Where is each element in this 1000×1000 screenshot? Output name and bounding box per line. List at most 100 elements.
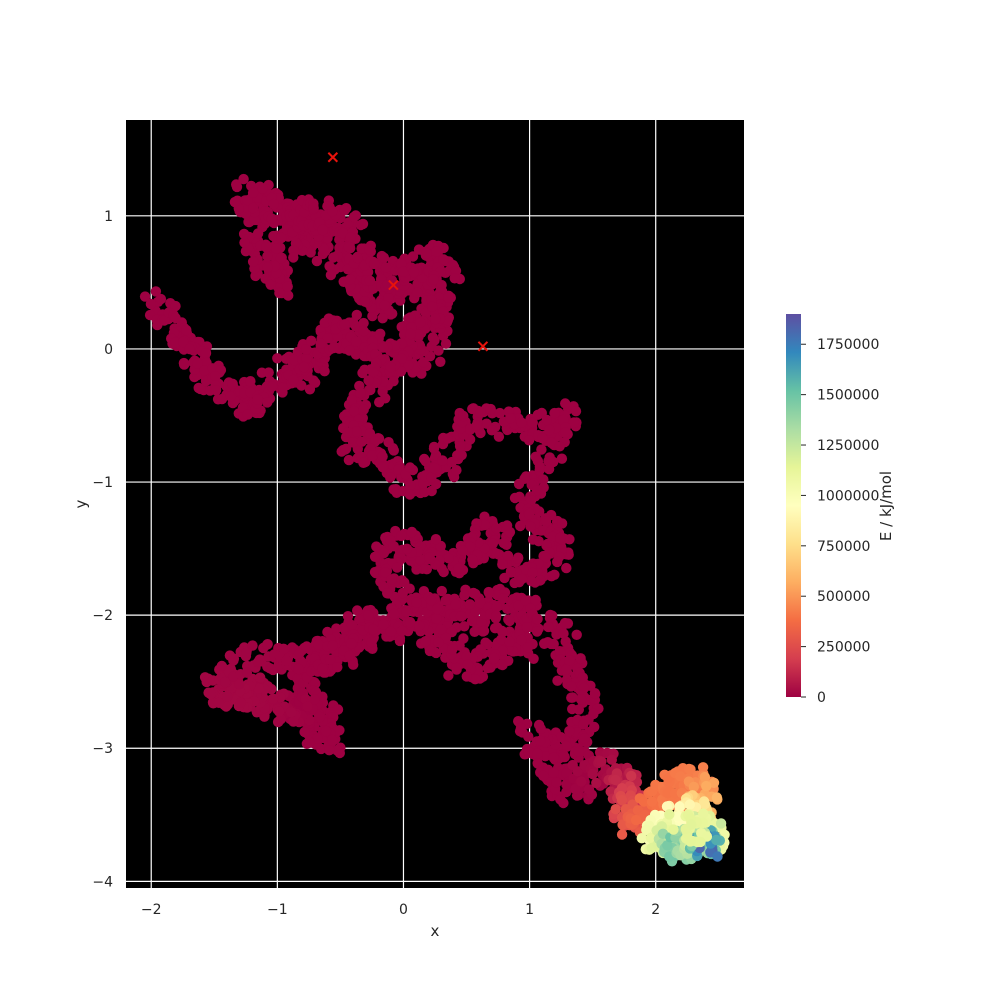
trajectory-point [462,659,474,670]
trajectory-point [358,457,369,468]
trajectory-point [420,636,431,647]
trajectory-point [405,328,416,340]
trajectory-point [282,281,293,292]
trajectory-point [549,407,560,419]
trajectory-point [385,361,397,373]
trajectory-point [548,767,559,778]
x-axis-label: x [431,922,440,940]
trajectory-point [715,818,727,829]
trajectory-point [388,608,400,620]
trajectory-point [525,495,537,506]
trajectory-point [364,428,376,439]
trajectory-point [357,218,369,230]
trajectory-point [588,708,599,720]
y-tick-label: −2 [92,608,113,624]
trajectory-point [298,361,310,373]
trajectory-point [544,424,555,436]
trajectory-point [478,625,490,637]
trajectory-point [276,232,287,244]
trajectory-point [344,650,355,661]
trajectory-point [531,485,543,496]
trajectory-point [698,808,709,819]
trajectory-point [435,624,447,635]
trajectory-point [468,587,479,599]
trajectory-point [424,552,435,563]
trajectory-point [525,521,536,532]
y-tick-label: −1 [92,475,113,491]
trajectory-point [272,662,283,674]
trajectory-point [301,641,312,652]
x-tick-label: −1 [267,902,288,918]
trajectory-point [369,551,381,562]
trajectory-point [483,586,494,598]
trajectory-point [711,834,722,846]
x-tick-label: −2 [141,902,162,918]
trajectory-point [350,336,362,347]
x-tick-label: 1 [525,902,534,918]
trajectory-point [470,674,481,685]
trajectory-point [363,375,374,386]
trajectory-point [515,722,527,734]
trajectory-point [560,664,572,675]
y-tick-label: 1 [104,209,113,225]
trajectory-point [301,353,312,364]
trajectory-point [485,403,496,415]
trajectory-point [288,374,299,386]
trajectory-point [366,636,377,648]
trajectory-point [388,541,399,552]
trajectory-point [556,518,568,529]
trajectory-point [589,688,601,699]
y-tick-labels: −4 −3 −2 −1 0 1 [92,209,113,891]
trajectory-point [231,181,243,193]
trajectory-point [414,620,425,631]
trajectory-point [374,397,385,408]
colorbar-tick-label: 1000000 [817,488,879,504]
trajectory-point [458,410,469,422]
trajectory-point [450,599,461,610]
trajectory-point [533,536,544,547]
trajectory-point [262,251,273,262]
trajectory-point [346,620,358,631]
trajectory-point [454,441,466,452]
trajectory-point [502,550,514,561]
trajectory-point [537,433,548,444]
trajectory-point [440,338,452,349]
trajectory-point [317,224,328,236]
trajectory-point [342,427,353,438]
trajectory-point [548,752,559,763]
colorbar-tick-label: 0 [817,690,826,706]
trajectory-point [378,619,389,630]
trajectory-point [386,574,398,585]
trajectory-point [309,694,320,705]
trajectory-point [461,651,473,662]
trajectory-point [255,672,266,683]
trajectory-point [155,293,167,305]
trajectory-point [516,417,527,428]
trajectory-scatter [139,173,730,867]
trajectory-point [266,381,278,392]
trajectory-point [430,534,442,545]
trajectory-point [699,798,711,810]
trajectory-point [213,697,225,708]
trajectory-point [475,427,486,439]
trajectory-point [412,287,423,298]
colorbar-tick-label: 250000 [817,640,870,656]
trajectory-point [210,371,221,382]
trajectory-point [479,519,491,531]
plot-area [126,120,744,888]
colorbar-tick-label: 1250000 [817,438,879,454]
trajectory-point [340,444,351,455]
trajectory-point [358,317,369,329]
trajectory-point [461,671,472,682]
trajectory-point [407,251,419,262]
trajectory-point [544,612,556,624]
trajectory-point [459,590,470,601]
trajectory-point [192,358,203,369]
trajectory-point [325,269,337,281]
trajectory-point [573,746,585,757]
trajectory-point [564,655,575,666]
trajectory-point [367,450,378,461]
trajectory-point [396,353,407,364]
trajectory-point [435,356,446,367]
trajectory-point [674,801,685,812]
